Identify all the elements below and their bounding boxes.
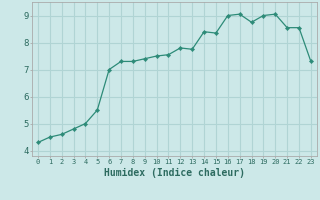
X-axis label: Humidex (Indice chaleur): Humidex (Indice chaleur): [104, 168, 245, 178]
